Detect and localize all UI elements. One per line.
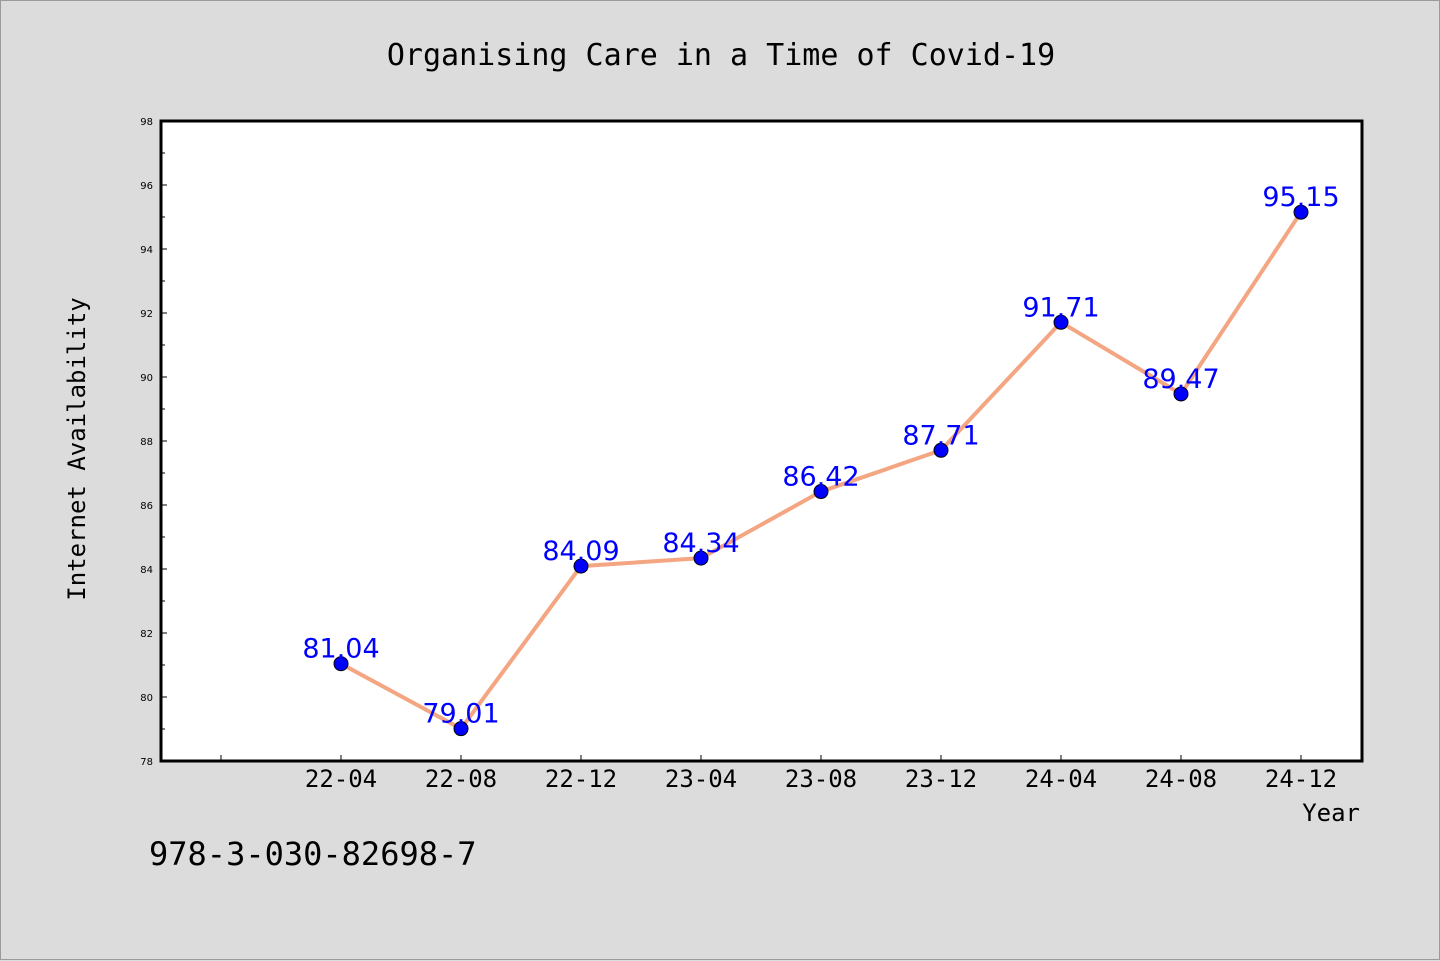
x-tick-label: 24-08: [1145, 765, 1217, 793]
y-tick-label: 82: [140, 629, 153, 640]
data-label: 91.71: [1022, 292, 1099, 323]
data-point: [1173, 386, 1189, 402]
y-tick-label: 96: [140, 181, 153, 192]
x-tick-label: 22-04: [305, 765, 377, 793]
data-point: [573, 558, 589, 574]
x-tick-label: 23-12: [905, 765, 977, 793]
x-tick-label: 24-04: [1025, 765, 1097, 793]
x-tick-label: 22-08: [425, 765, 497, 793]
data-point: [1053, 314, 1069, 330]
y-tick-label: 80: [140, 693, 153, 704]
data-point: [1293, 204, 1309, 220]
y-tick-label: 88: [140, 437, 153, 448]
x-axis: 22-04 22-08 22-12 23-04 23-08 23-12 24-04 24-08…: [220, 755, 1337, 793]
data-point: [453, 721, 469, 737]
data-label: 86.42: [782, 462, 859, 493]
x-tick-label: 23-04: [665, 765, 737, 793]
x-tick-label: 22-12: [545, 765, 617, 793]
data-label: 89.47: [1142, 364, 1219, 395]
data-point: [813, 484, 829, 500]
data-point: [933, 442, 949, 458]
x-tick-label: 23-08: [785, 765, 857, 793]
data-label: 87.71: [902, 420, 979, 451]
chart-title: Organising Care in a Time of Covid-19: [387, 38, 1055, 73]
x-axis-label: Year: [1302, 799, 1360, 827]
isbn-footer: 978-3-030-82698-7: [149, 835, 477, 873]
data-label: 95.15: [1262, 182, 1339, 213]
data-label: 84.34: [662, 528, 739, 559]
x-tick-label: 24-12: [1265, 765, 1337, 793]
y-tick-label: 86: [140, 501, 153, 512]
y-axis: 78 80 82 84 86 88 90 92 94 96 98: [140, 117, 167, 768]
y-tick-label: 92: [140, 309, 153, 320]
y-tick-label: 90: [140, 373, 153, 384]
series-layer: 81.04 79.01 84.09 84.34 86.42 87.71 91.71 89.47…: [302, 182, 1340, 737]
y-tick-label: 78: [140, 757, 153, 768]
data-point: [693, 550, 709, 566]
y-tick-label: 94: [140, 245, 153, 256]
y-tick-label: 84: [140, 565, 153, 576]
y-tick-label: 98: [140, 117, 153, 128]
plot-area: [159, 119, 1364, 763]
data-label: 84.09: [542, 536, 619, 567]
data-label: 79.01: [422, 699, 499, 730]
data-label: 81.04: [302, 634, 379, 665]
data-point: [333, 656, 349, 672]
y-axis-label: Internet Availability: [63, 297, 91, 600]
